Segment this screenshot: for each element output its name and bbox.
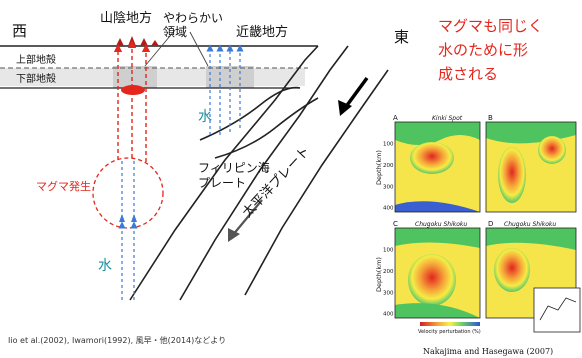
magma-pool (121, 85, 145, 95)
soft-region-leaders (144, 29, 209, 67)
volcano-icons (116, 36, 159, 46)
panel-c: C Chugoku Shikoku (393, 220, 481, 319)
subducting-plates (129, 45, 389, 301)
lower-crust-label: 下部地殻 (16, 72, 56, 85)
panel-c-id: C (393, 220, 398, 228)
soft-region-label-line1: やわらかい (163, 11, 223, 25)
arrow-head-icon (131, 214, 137, 222)
kinki-label: 近畿地方 (236, 24, 288, 40)
panel-c-anomaly (408, 254, 456, 306)
panel-d-id: D (488, 220, 493, 228)
panel-d-title: Chugoku Shikoku (504, 221, 556, 228)
colorbar-label: Velocity perturbation (%) (418, 329, 481, 335)
depth-ticks-top: 100 200 300 400 (383, 141, 394, 211)
volcano-icon (151, 40, 159, 46)
arrow-head-icon (119, 214, 125, 222)
philippine-plate-label-line1: フィリピン海 (198, 160, 270, 175)
panel-a-anomaly (410, 142, 454, 174)
panel-b-anomaly (498, 147, 526, 203)
volcano-icon (140, 38, 148, 46)
san-in-label: 山陰地方 (100, 10, 152, 26)
arrow-head-icon (338, 100, 352, 116)
magma-ascent-lines (113, 39, 151, 162)
panel-credit: Nakajima and Hasegawa (2007) (423, 347, 553, 356)
plate-motion-arrows (228, 76, 369, 242)
depth-tick-label: 400 (383, 312, 394, 318)
pacific-plate-upper-boundary (129, 45, 319, 301)
west-label: 西 (12, 22, 27, 40)
magma-note-line1: マグマも同じく (438, 17, 543, 35)
colorbar (420, 322, 480, 326)
water-ascent-kinki (206, 44, 244, 135)
panel-d-anomaly (494, 248, 530, 292)
water-label-upper: 水 (198, 109, 212, 125)
panel-d: D Chugoku Shikoku (485, 220, 581, 333)
arrow-head-icon (228, 228, 240, 242)
depth-tick-label: 400 (383, 206, 394, 212)
depth-tick-label: 300 (383, 184, 394, 190)
depth-tick-label: 200 (383, 269, 394, 275)
depth-tick-label: 100 (383, 247, 394, 253)
soft-region-label-line2: 領域 (163, 24, 187, 39)
citation-text: Iio et al.(2002), Iwamori(1992), 風早・他(20… (8, 335, 226, 345)
panel-ylabel-top: Depth(km) (375, 150, 383, 185)
depth-ticks-bottom: 100 200 300 400 (383, 247, 394, 317)
upper-crust-label: 上部地殻 (16, 53, 56, 66)
pacific-motion-arrow2-shaft (231, 199, 263, 237)
panel-a-title: Kinki Spot (432, 115, 463, 122)
magma-note-line2: 水のために形 (438, 41, 528, 59)
san-in-crust-zone (113, 66, 157, 88)
tomography-figure: A Kinki Spot B C Chugoku Shikoku (370, 112, 582, 356)
panel-b: B (485, 114, 577, 213)
philippine-plate-label-line2: プレート (198, 176, 246, 190)
philippine-plate-upper-boundary (199, 86, 301, 141)
depth-tick-label: 300 (383, 290, 394, 296)
water-arrowheads-mid (119, 214, 137, 222)
pacific-motion-arrow-shaft (343, 76, 369, 110)
pacific-plate-label: 太平洋プレート (240, 144, 313, 221)
water-ascent-san-in (118, 160, 138, 300)
panel-ylabel-bottom: Depth(km) (375, 257, 383, 292)
panel-a-id: A (393, 114, 398, 122)
panel-a: A Kinki Spot (393, 114, 481, 213)
pacific-plate-inner-boundary (179, 45, 349, 301)
east-label: 東 (394, 28, 409, 46)
panel-c-title: Chugoku Shikoku (415, 221, 467, 228)
magma-source-circle (92, 157, 164, 229)
magma-generation-label: マグマ発生 (36, 179, 91, 193)
magma-note-line3: 成される (438, 65, 498, 83)
water-label-lower: 水 (98, 258, 112, 274)
depth-tick-label: 100 (383, 141, 394, 147)
pacific-plate-lower-boundary (244, 69, 389, 296)
depth-tick-label: 200 (383, 163, 394, 169)
volcano-icon (116, 38, 124, 46)
panel-b-id: B (488, 114, 493, 122)
philippine-plate-lower-boundary (214, 97, 319, 159)
